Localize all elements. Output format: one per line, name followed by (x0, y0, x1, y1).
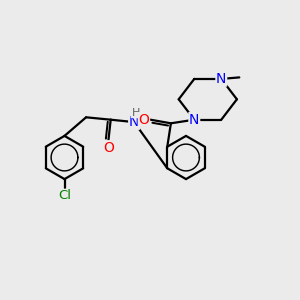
Text: O: O (139, 113, 149, 127)
Text: N: N (189, 113, 200, 127)
Text: Cl: Cl (58, 189, 71, 203)
Text: N: N (129, 115, 139, 129)
Text: O: O (103, 141, 114, 155)
Text: H: H (131, 107, 140, 118)
Text: N: N (216, 72, 226, 86)
